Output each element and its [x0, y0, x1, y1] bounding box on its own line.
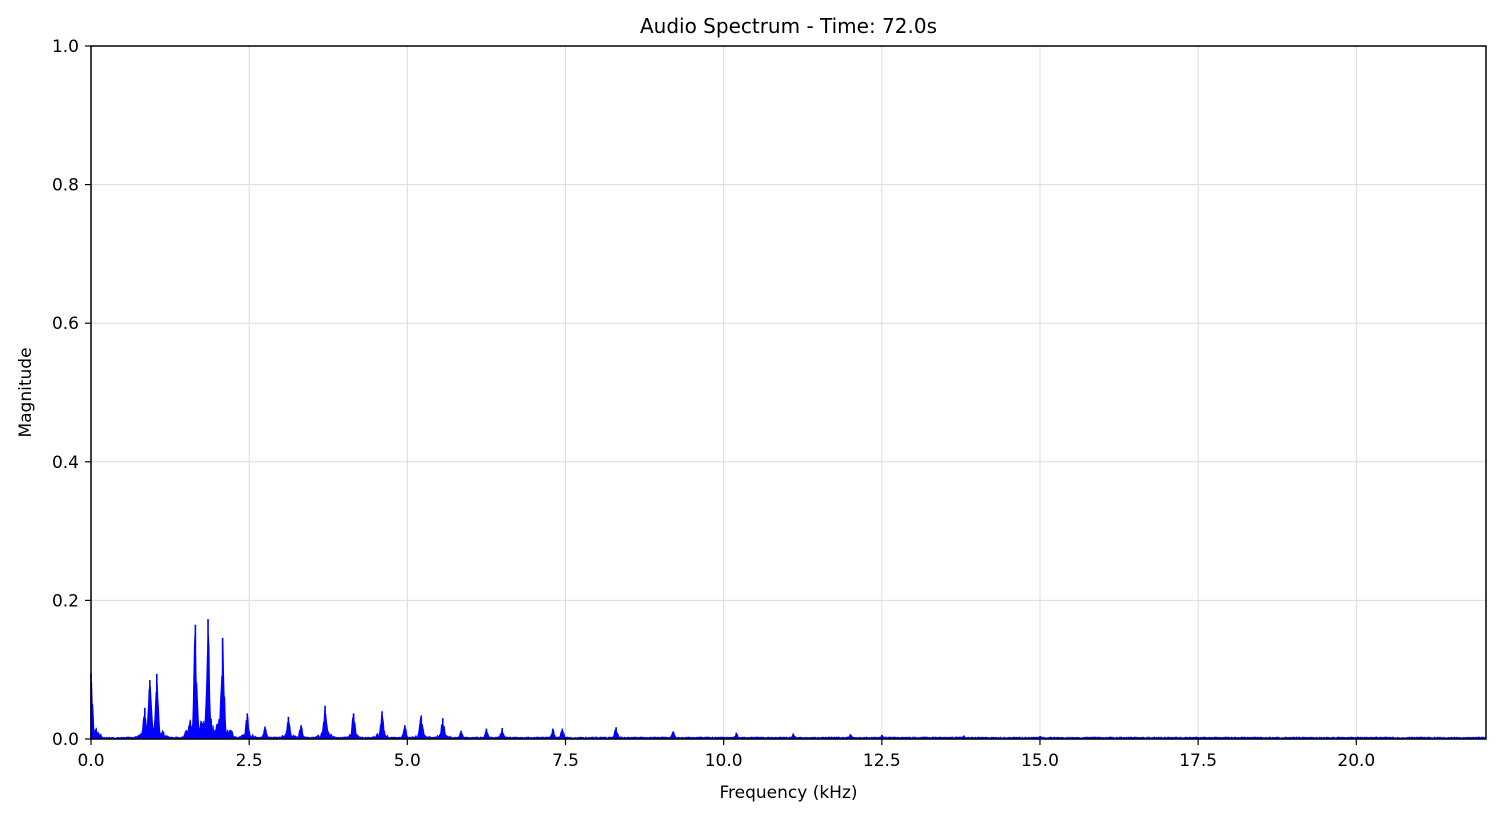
x-tick-label: 12.5	[863, 751, 901, 771]
x-tick-label: 17.5	[1179, 751, 1217, 771]
spectrum-area	[90, 633, 1487, 740]
x-tick-label: 0.0	[77, 751, 104, 771]
x-axis-label: Frequency (kHz)	[719, 783, 857, 803]
y-tick-label: 1.0	[52, 37, 79, 57]
x-tick-label: 15.0	[1021, 751, 1059, 771]
x-tick-label: 5.0	[394, 751, 421, 771]
x-tick-label: 20.0	[1337, 751, 1375, 771]
x-tick-label: 10.0	[705, 751, 743, 771]
x-tick-label: 7.5	[552, 751, 579, 771]
chart-title: Audio Spectrum - Time: 72.0s	[640, 14, 937, 38]
y-tick-label: 0.8	[52, 176, 79, 196]
y-tick-label: 0.4	[52, 453, 79, 473]
y-tick-label: 0.0	[52, 730, 79, 750]
y-tick-label: 0.6	[52, 314, 79, 334]
plot-frame	[90, 45, 1487, 740]
y-axis-label: Magnitude	[16, 347, 36, 437]
y-tick-label: 0.2	[52, 591, 79, 611]
axis-ticks: 0.0 2.5 5.0 7.5 10.0 12.5 15.0 17.5 20.0 0.0 0.2 0.…	[52, 37, 1375, 771]
x-tick-label: 2.5	[236, 751, 263, 771]
grid-lines	[91, 46, 1486, 739]
